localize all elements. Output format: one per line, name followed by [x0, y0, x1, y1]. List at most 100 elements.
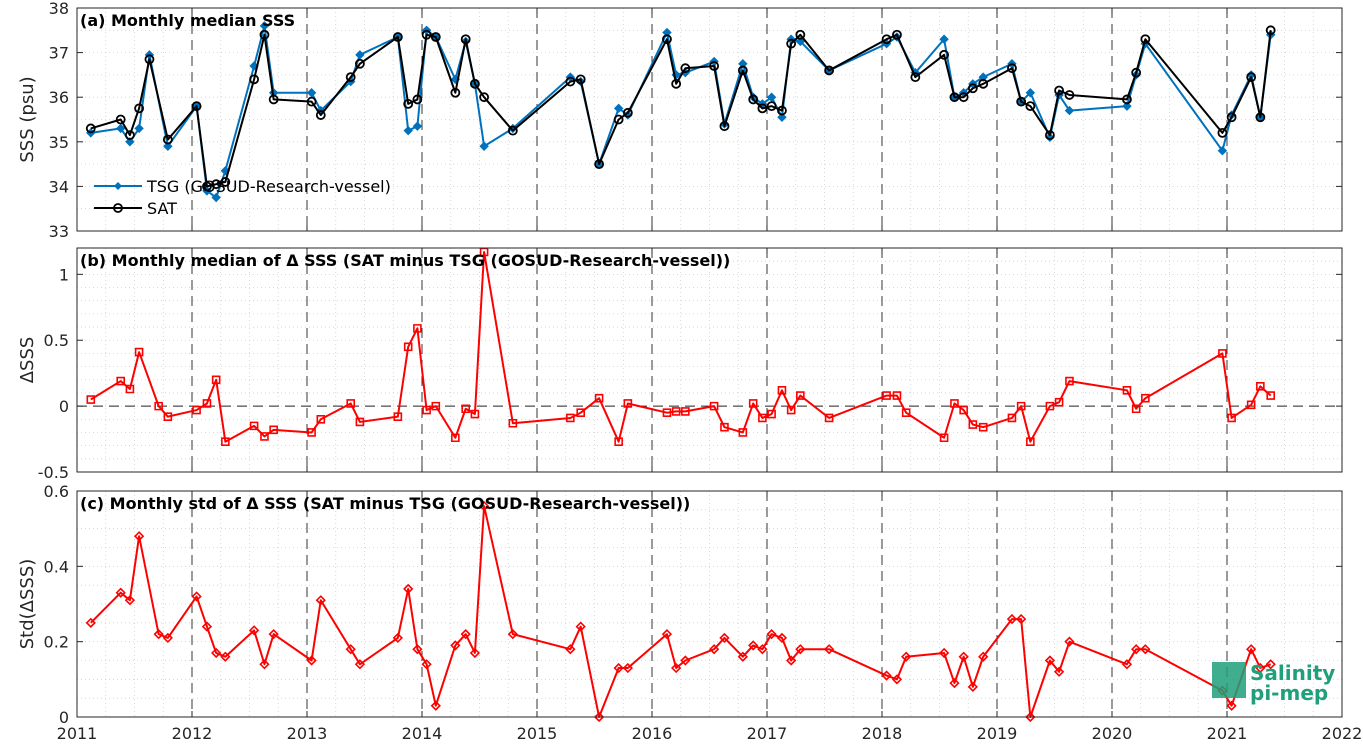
x-tick-label: 2017 — [747, 724, 788, 743]
data-point — [1226, 700, 1237, 711]
data-point — [470, 409, 480, 419]
data-point — [968, 420, 978, 429]
data-point — [422, 405, 431, 415]
y-tick-label: 35 — [49, 133, 69, 152]
data-point — [593, 711, 605, 723]
data-point — [1265, 25, 1276, 36]
data-point — [460, 34, 471, 45]
data-point — [767, 409, 776, 419]
data-point — [202, 399, 212, 408]
y-axis-label: ΔSSS — [17, 337, 38, 384]
data-point — [134, 347, 144, 357]
data-point — [355, 417, 365, 427]
data-point — [403, 583, 414, 595]
data-point — [478, 500, 490, 512]
data-point — [460, 629, 471, 640]
data-point — [613, 662, 624, 674]
data-point — [1016, 401, 1026, 411]
data-point — [795, 36, 806, 47]
data-point — [1131, 67, 1142, 78]
data-point — [786, 655, 797, 666]
data-point — [766, 92, 777, 102]
data-point — [153, 629, 164, 640]
data-point — [115, 587, 126, 598]
data-point — [162, 632, 173, 644]
panel-title: (a) Monthly median SSS — [80, 11, 295, 30]
data-point — [614, 437, 623, 446]
data-point — [1131, 404, 1141, 414]
data-point — [202, 181, 212, 192]
data-point — [393, 412, 403, 421]
data-point — [192, 405, 201, 415]
panel-c-std-delta-sss: 0 0.2 0.4 0.6 2011 2012 2013 2014 2015 2016 2017 20… — [17, 482, 1362, 743]
data-point — [939, 49, 949, 60]
data-point — [508, 418, 518, 428]
data-point — [421, 29, 432, 40]
data-point — [249, 74, 260, 85]
data-point — [967, 83, 978, 94]
data-point — [576, 408, 585, 418]
data-point — [1045, 130, 1055, 141]
data-point — [901, 651, 912, 662]
data-point — [392, 32, 403, 42]
data-point — [248, 625, 260, 636]
data-point — [163, 141, 173, 151]
data-point — [823, 644, 835, 655]
data-point — [1025, 101, 1036, 112]
data-point — [306, 96, 317, 107]
data-point — [708, 644, 720, 655]
y-tick-label: -0.5 — [38, 463, 69, 482]
y-axis-label: SSS (psu) — [17, 76, 38, 162]
data-point — [144, 54, 155, 65]
data-point — [1217, 127, 1228, 138]
data-point — [134, 103, 145, 114]
data-point — [1025, 88, 1036, 98]
data-point — [469, 78, 480, 89]
data-point — [795, 29, 806, 40]
data-point — [680, 655, 691, 666]
data-point — [613, 114, 624, 125]
data-point — [430, 32, 441, 42]
panel-b-delta-sss: -0.5 0 0.5 1 (b) Monthly median of Δ SSS (SA… — [17, 247, 1343, 482]
y-tick-label: 34 — [49, 177, 69, 196]
data-point — [671, 662, 682, 674]
data-point — [507, 125, 518, 136]
data-point — [163, 412, 173, 421]
data-point — [978, 422, 988, 432]
y-tick-label: 37 — [49, 44, 69, 63]
panel-title: (b) Monthly median of Δ SSS (SAT minus T… — [80, 251, 730, 270]
data-point — [1026, 437, 1035, 446]
data-point — [748, 640, 759, 651]
data-point — [1140, 34, 1151, 45]
data-point — [211, 192, 221, 203]
data-point — [354, 58, 365, 69]
data-point — [662, 34, 672, 45]
data-point — [269, 425, 278, 435]
data-point — [268, 629, 279, 640]
data-point — [221, 437, 230, 446]
data-point — [392, 632, 403, 644]
data-point — [881, 670, 892, 681]
data-point — [950, 399, 959, 408]
data-point — [1064, 90, 1075, 100]
data-point — [777, 112, 787, 122]
data-point — [671, 78, 682, 89]
data-point — [882, 391, 891, 400]
data-point — [403, 125, 413, 136]
legend-marker — [113, 203, 123, 213]
data-point — [786, 38, 797, 49]
data-point — [1054, 397, 1064, 407]
data-point — [1246, 400, 1256, 410]
data-point — [1226, 112, 1237, 123]
data-point — [421, 659, 432, 670]
data-point — [116, 376, 125, 386]
data-point — [345, 72, 356, 83]
data-point — [594, 159, 604, 170]
data-point — [662, 27, 672, 38]
data-point — [125, 384, 135, 394]
data-point — [413, 324, 422, 333]
data-point — [766, 629, 777, 640]
data-point — [881, 34, 892, 45]
data-point — [507, 629, 518, 640]
